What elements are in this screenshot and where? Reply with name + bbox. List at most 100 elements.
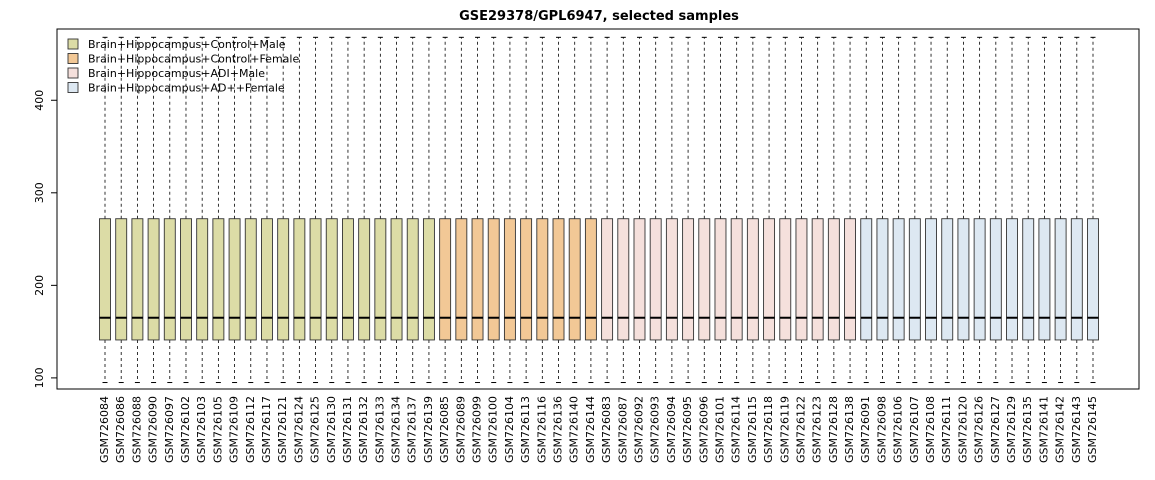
box-body bbox=[536, 218, 549, 341]
box-body bbox=[827, 218, 840, 341]
box-body bbox=[487, 218, 500, 341]
box-body bbox=[1054, 218, 1067, 341]
sample-label: GSM726108 bbox=[924, 396, 937, 463]
box-gsm726121 bbox=[277, 36, 290, 384]
sample-label: GSM726102 bbox=[179, 396, 192, 463]
box-gsm726112 bbox=[244, 36, 257, 384]
box-body bbox=[455, 218, 468, 341]
box-gsm726115 bbox=[746, 36, 759, 384]
sample-label: GSM726137 bbox=[406, 396, 419, 463]
box-body bbox=[584, 218, 597, 341]
box-gsm726141 bbox=[1038, 36, 1051, 384]
sample-label: GSM726094 bbox=[665, 396, 678, 463]
box-body bbox=[261, 218, 273, 341]
box-body bbox=[633, 218, 646, 341]
sample-label: GSM726103 bbox=[195, 396, 208, 463]
sample-label: GSM726145 bbox=[1086, 396, 1099, 463]
box-gsm726144 bbox=[584, 36, 597, 384]
legend-item: Brain+Hippocampus+ADI+Male bbox=[67, 67, 265, 80]
box-body bbox=[1087, 218, 1099, 341]
box-body bbox=[147, 218, 160, 341]
sample-label: GSM726106 bbox=[892, 396, 905, 463]
box-body bbox=[665, 218, 678, 341]
box-body bbox=[844, 218, 856, 341]
boxes-layer bbox=[99, 36, 1099, 384]
sample-label: GSM726120 bbox=[956, 396, 969, 463]
box-gsm726109 bbox=[228, 36, 241, 384]
box-gsm726140 bbox=[568, 36, 581, 384]
sample-label: GSM726124 bbox=[292, 396, 305, 463]
box-gsm726106 bbox=[892, 36, 905, 384]
box-gsm726091 bbox=[860, 36, 873, 384]
box-body bbox=[1070, 218, 1083, 341]
box-gsm726092 bbox=[633, 36, 646, 384]
box-gsm726133 bbox=[374, 36, 387, 384]
box-body bbox=[601, 218, 614, 341]
box-body bbox=[1038, 218, 1051, 341]
sample-label: GSM726092 bbox=[632, 396, 645, 463]
sample-label: GSM726117 bbox=[260, 396, 273, 463]
box-body bbox=[876, 218, 889, 341]
y-axis: 100 200 300 400 bbox=[33, 90, 58, 388]
box-gsm726145 bbox=[1087, 36, 1099, 384]
sample-label: GSM726099 bbox=[471, 396, 484, 463]
box-gsm726093 bbox=[649, 36, 662, 384]
box-body bbox=[422, 218, 435, 341]
box-gsm726103 bbox=[196, 36, 209, 384]
legend-swatch bbox=[67, 53, 79, 64]
sample-label: GSM726136 bbox=[552, 396, 565, 463]
sample-label: GSM726116 bbox=[535, 396, 548, 463]
box-body bbox=[617, 218, 630, 341]
box-gsm726135 bbox=[1022, 36, 1035, 384]
box-gsm726085 bbox=[439, 36, 452, 384]
box-body bbox=[99, 218, 111, 341]
sample-label: GSM726101 bbox=[713, 396, 726, 463]
sample-label: GSM726114 bbox=[730, 396, 743, 463]
box-gsm726131 bbox=[342, 36, 354, 384]
sample-label: GSM726115 bbox=[746, 396, 759, 463]
y-tick-label: 100 bbox=[33, 367, 46, 388]
legend-item: Brain+Hippocampus+Control+Female bbox=[67, 53, 299, 66]
box-body bbox=[779, 218, 792, 341]
sample-label: GSM726123 bbox=[811, 396, 824, 463]
sample-label: GSM726088 bbox=[130, 396, 143, 463]
box-gsm726083 bbox=[601, 36, 614, 384]
box-gsm726127 bbox=[989, 36, 1002, 384]
box-body bbox=[714, 218, 727, 341]
sample-label: GSM726096 bbox=[697, 396, 710, 463]
box-gsm726114 bbox=[730, 36, 743, 384]
box-body bbox=[957, 218, 970, 341]
sample-label: GSM726098 bbox=[875, 396, 888, 463]
sample-label: GSM726119 bbox=[778, 396, 791, 463]
box-gsm726100 bbox=[487, 36, 500, 384]
sample-label: GSM726142 bbox=[1054, 396, 1067, 463]
box-body bbox=[163, 218, 176, 341]
box-body bbox=[989, 218, 1002, 341]
box-gsm726143 bbox=[1070, 36, 1083, 384]
box-body bbox=[1006, 218, 1018, 341]
box-body bbox=[649, 218, 662, 341]
box-body bbox=[552, 218, 565, 341]
sample-label: GSM726131 bbox=[341, 396, 354, 463]
sample-label: GSM726093 bbox=[649, 396, 662, 463]
sample-label: GSM726133 bbox=[373, 396, 386, 463]
box-body bbox=[293, 218, 306, 341]
box-gsm726104 bbox=[503, 36, 516, 384]
chart-title: GSE29378/GPL6947, selected samples bbox=[459, 9, 739, 24]
box-gsm726142 bbox=[1054, 36, 1067, 384]
sample-label: GSM726089 bbox=[454, 396, 467, 463]
box-body bbox=[309, 218, 322, 341]
legend-item: Brain+Hippocampus+AD++Female bbox=[67, 82, 285, 95]
sample-label: GSM726127 bbox=[989, 396, 1002, 463]
sample-label: GSM726091 bbox=[859, 396, 872, 463]
box-gsm726134 bbox=[390, 36, 403, 384]
box-gsm726108 bbox=[925, 36, 937, 384]
box-body bbox=[228, 218, 241, 341]
box-body bbox=[763, 218, 776, 341]
box-body bbox=[908, 218, 921, 341]
box-gsm726138 bbox=[844, 36, 856, 384]
y-tick-label: 300 bbox=[33, 182, 46, 203]
sample-label: GSM726118 bbox=[762, 396, 775, 463]
sample-label: GSM726112 bbox=[244, 396, 257, 463]
legend-label: Brain+Hippocampus+Control+Female bbox=[88, 53, 299, 66]
